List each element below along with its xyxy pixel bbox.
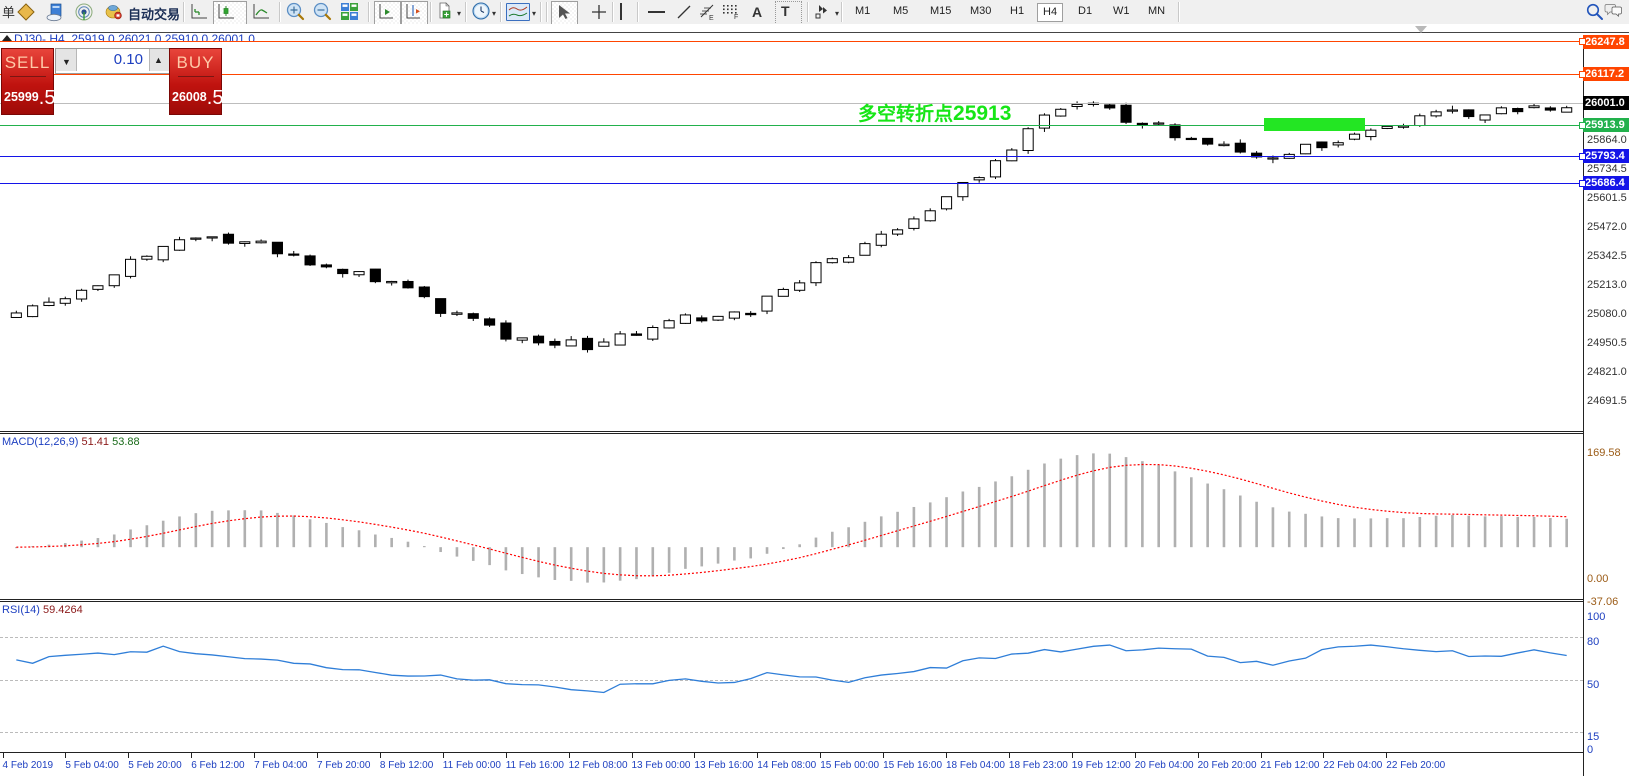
svg-text:E: E [709,15,714,22]
svg-text:F: F [734,14,738,19]
